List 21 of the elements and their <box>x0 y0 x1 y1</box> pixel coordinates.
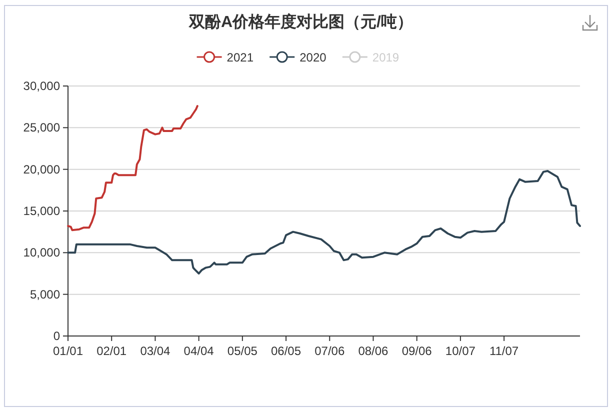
chart-title: 双酚A价格年度对比图（元/吨） <box>188 12 413 31</box>
y-tick-label: 30,000 <box>23 79 60 93</box>
x-tick-label: 09/06 <box>402 344 432 358</box>
x-tick-label: 11/07 <box>489 344 519 358</box>
x-tick-label: 03/04 <box>140 344 171 358</box>
y-tick-label: 15,000 <box>23 204 60 218</box>
y-tick-label: 10,000 <box>23 246 60 260</box>
x-tick-label: 04/04 <box>184 344 214 358</box>
y-tick-label: 0 <box>53 329 60 343</box>
x-tick-label: 07/06 <box>314 344 345 358</box>
x-tick-label: 01/01 <box>52 344 84 358</box>
x-tick-label: 02/01 <box>96 344 127 358</box>
x-tick-label: 08/06 <box>358 344 389 358</box>
legend-label: 2020 <box>300 50 327 64</box>
x-tick-label: 06/05 <box>271 344 302 358</box>
x-tick-label: 10/07 <box>445 344 476 358</box>
legend-label: 2021 <box>226 50 254 64</box>
y-tick-label: 5,000 <box>30 287 60 302</box>
x-tick-label: 05/05 <box>227 344 258 358</box>
y-tick-label: 25,000 <box>23 120 60 135</box>
y-tick-label: 20,000 <box>23 162 60 176</box>
